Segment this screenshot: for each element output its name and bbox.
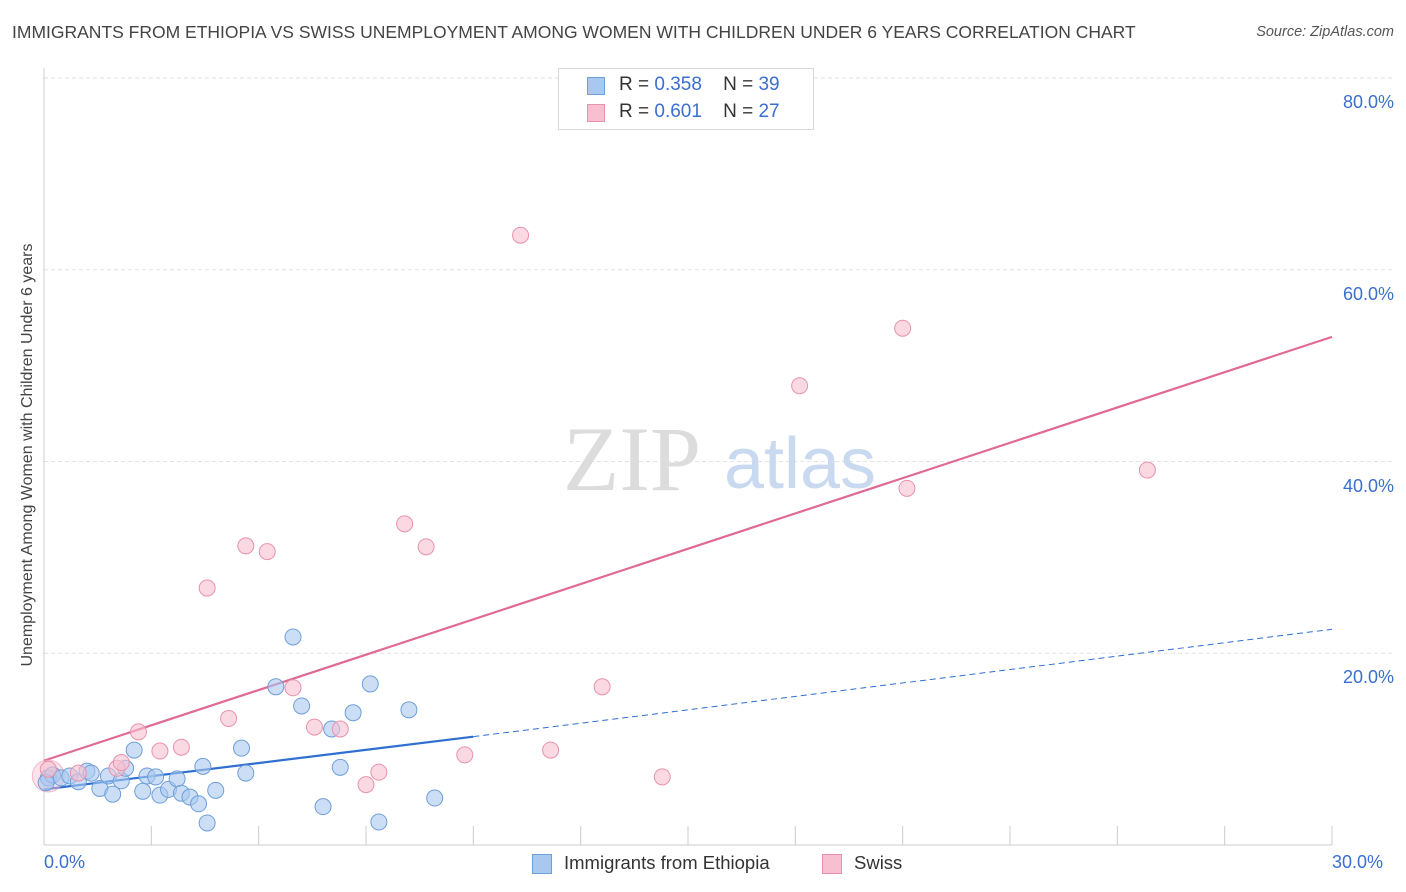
y-tick-label: 40.0%	[1342, 475, 1394, 496]
ethiopia-point	[104, 785, 122, 803]
ethiopia-point	[194, 757, 212, 775]
legend-r-label: R =	[619, 101, 650, 122]
trend-layer	[43, 335, 1333, 791]
ethiopia-point	[284, 628, 302, 646]
ethiopia-point	[361, 675, 379, 693]
bottom-legend-label-ethiopia: Immigrants from Ethiopia	[564, 852, 770, 873]
swiss-point	[396, 515, 414, 533]
ethiopia-point	[267, 678, 285, 696]
grid-layer	[44, 77, 1392, 654]
ethiopia-point	[314, 798, 332, 816]
swiss-point	[898, 479, 916, 497]
bottom-legend-swatch-pink	[822, 854, 842, 874]
swiss-point	[198, 579, 216, 597]
ethiopia-trendline-extension	[473, 628, 1333, 738]
swiss-point	[653, 768, 671, 786]
swiss-trendline	[43, 335, 1333, 762]
legend-n-label: N =	[723, 74, 754, 95]
ethiopia-point	[344, 704, 362, 722]
legend-r-value-ethiopia: 0.358	[654, 74, 702, 95]
watermark: ZIP atlas	[563, 408, 876, 510]
swiss-point	[1138, 461, 1156, 479]
swiss-point	[284, 679, 302, 697]
swiss-point	[894, 319, 912, 337]
swiss-point	[69, 764, 87, 782]
swiss-point	[112, 754, 130, 772]
ethiopia-point	[232, 739, 250, 757]
ethiopia-point	[293, 697, 311, 715]
ethiopia-point	[147, 768, 165, 786]
ethiopia-point	[190, 795, 208, 813]
swiss-point	[593, 678, 611, 696]
chart-title: IMMIGRANTS FROM ETHIOPIA VS SWISS UNEMPL…	[12, 22, 1136, 42]
swiss-point	[456, 746, 474, 764]
swiss-point	[542, 741, 560, 759]
swiss-point	[357, 776, 375, 794]
bottom-legend-label-swiss: Swiss	[854, 852, 903, 873]
axis-layer	[43, 68, 1333, 846]
y-axis-label: Unemployment Among Women with Children U…	[19, 243, 36, 667]
swiss-point	[237, 537, 255, 555]
swiss-point	[417, 538, 435, 556]
y-tick-label: 20.0%	[1342, 667, 1394, 688]
legend-n-value-ethiopia: 39	[758, 74, 780, 95]
correlation-legend: R = 0.358 N = 39 R = 0.601 N = 27	[558, 68, 814, 130]
swiss-point	[39, 760, 57, 778]
ethiopia-point	[237, 764, 255, 782]
swiss-point	[370, 763, 388, 781]
source-credit: Source: ZipAtlas.com	[1256, 24, 1394, 40]
swiss-point	[220, 709, 238, 727]
swiss-point	[172, 738, 190, 756]
watermark-atlas: atlas	[724, 424, 876, 504]
swiss-point	[129, 723, 147, 741]
ethiopia-point	[426, 789, 444, 807]
swiss-point	[791, 377, 809, 395]
legend-swatch-blue	[587, 77, 605, 95]
bottom-legend-swatch-blue	[532, 854, 552, 874]
ethiopia-point	[370, 813, 388, 831]
legend-r-label: R =	[619, 74, 650, 95]
ethiopia-point	[400, 701, 418, 719]
swiss-point	[151, 742, 169, 760]
ethiopia-point	[134, 782, 152, 800]
legend-r-value-swiss: 0.601	[654, 101, 702, 122]
ethiopia-point	[331, 758, 349, 776]
points-layer	[31, 226, 1156, 832]
watermark-zip: ZIP	[563, 408, 701, 510]
x-tick-label-max: 30.0%	[1332, 852, 1384, 872]
swiss-point	[512, 226, 530, 244]
ethiopia-point	[198, 814, 216, 832]
ethiopia-point	[125, 741, 143, 759]
y-tick-label: 60.0%	[1342, 283, 1394, 304]
y-tick-label: 80.0%	[1342, 92, 1394, 112]
swiss-point	[331, 720, 349, 738]
swiss-point	[305, 718, 323, 736]
swiss-point	[258, 543, 276, 561]
ethiopia-point	[207, 781, 225, 799]
x-tick-label-min: 0.0%	[44, 852, 86, 872]
legend-n-label: N =	[723, 101, 754, 122]
ethiopia-point	[168, 770, 186, 788]
legend-swatch-pink	[587, 104, 605, 122]
legend-n-value-swiss: 27	[758, 101, 780, 122]
